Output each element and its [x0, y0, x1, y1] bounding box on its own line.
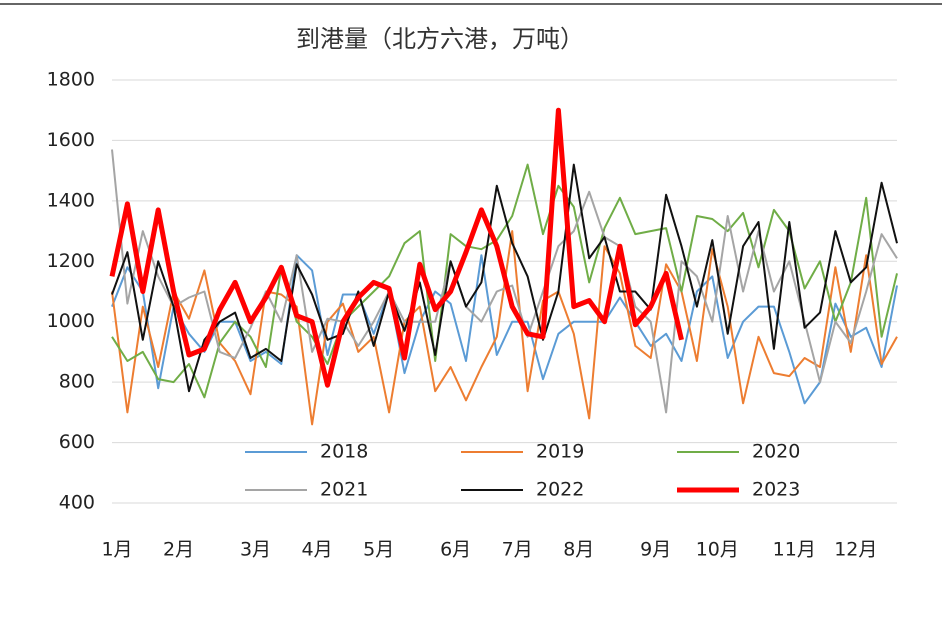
series-line: [109, 107, 684, 388]
legend-label: 2020: [752, 441, 800, 463]
x-tick-label: 5月: [363, 539, 394, 561]
x-tick-label: 3月: [240, 539, 271, 561]
y-tick-label: 1200: [47, 250, 95, 272]
series-line: [111, 163, 898, 393]
x-tick-label: 11月: [773, 539, 816, 561]
y-tick-label: 1000: [47, 310, 95, 332]
y-tick-label: 400: [59, 492, 95, 514]
chart-title: 到港量（北方六港，万吨）: [296, 25, 584, 53]
y-tick-label: 1400: [47, 189, 95, 211]
legend-label: 2022: [536, 479, 584, 501]
series-line: [111, 163, 898, 399]
x-tick-label: 1月: [101, 539, 132, 561]
x-tick-label: 7月: [502, 539, 533, 561]
series-line: [111, 149, 898, 414]
legend-label: 2023: [752, 479, 800, 501]
y-tick-label: 1800: [47, 69, 95, 91]
x-tick-label: 4月: [302, 539, 333, 561]
x-tick-label: 9月: [640, 539, 671, 561]
x-tick-label: 6月: [440, 539, 471, 561]
x-tick-label: 8月: [563, 539, 594, 561]
legend-label: 2018: [320, 441, 368, 463]
legend-label: 2021: [320, 479, 368, 501]
x-tick-label: 10月: [696, 539, 739, 561]
legend-label: 2019: [536, 441, 584, 463]
y-tick-label: 1600: [47, 129, 95, 151]
y-tick-label: 600: [59, 431, 95, 453]
y-tick-label: 800: [59, 371, 95, 393]
x-tick-label: 2月: [163, 539, 194, 561]
x-tick-label: 12月: [834, 539, 877, 561]
